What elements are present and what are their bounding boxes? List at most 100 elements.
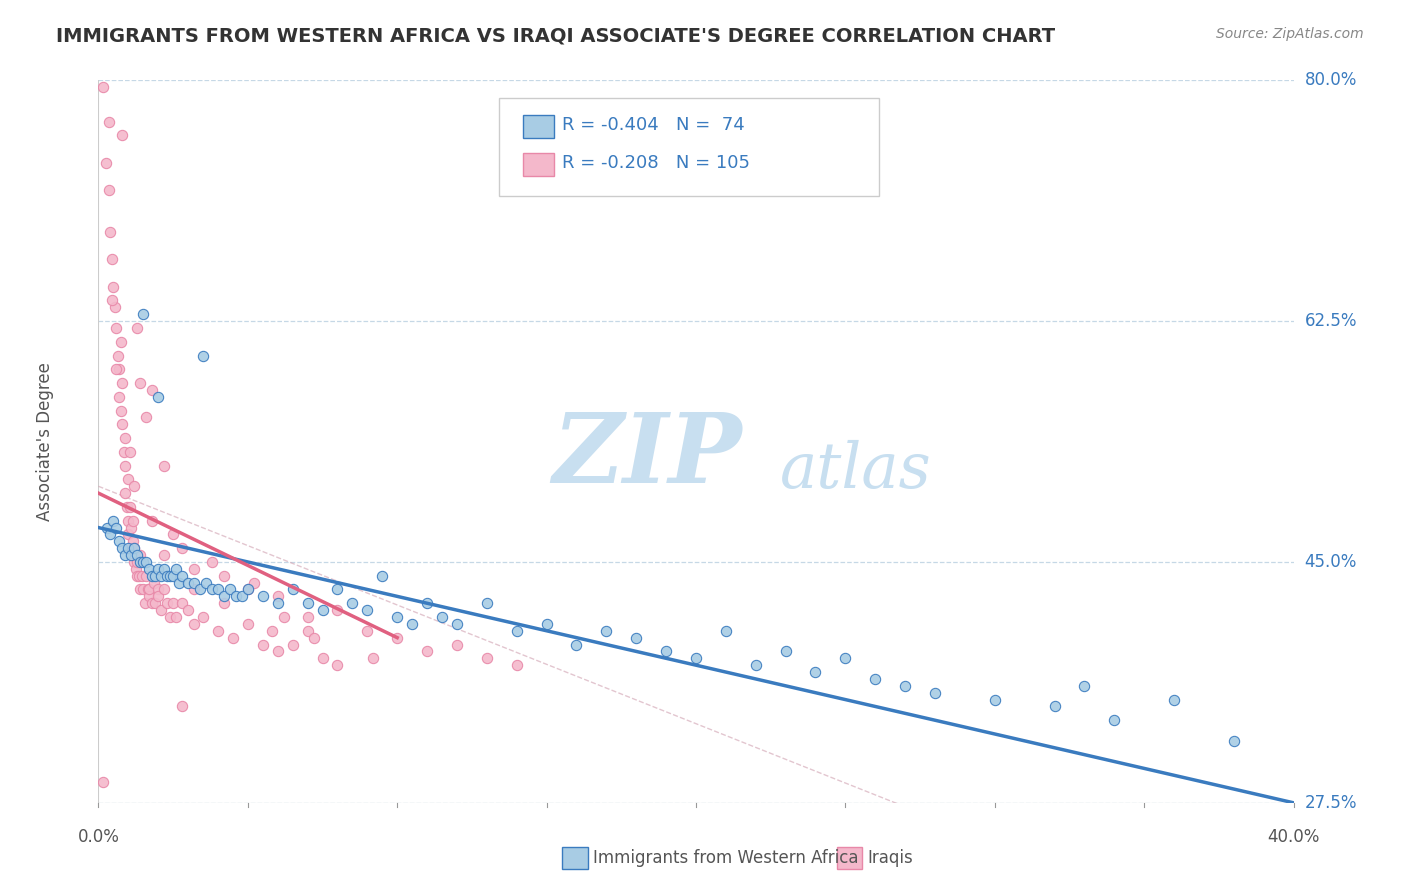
Point <box>212 590 235 604</box>
Point <box>183 562 205 576</box>
Point <box>714 624 737 638</box>
Point <box>626 631 648 645</box>
Point <box>865 672 887 686</box>
Point <box>114 486 136 500</box>
Point <box>118 500 141 514</box>
Point <box>260 624 283 638</box>
Point <box>212 568 235 582</box>
Point <box>475 596 498 610</box>
Point <box>108 534 131 549</box>
Point <box>105 321 128 335</box>
Text: 45.0%: 45.0% <box>1305 553 1357 571</box>
Point <box>172 568 194 582</box>
Point <box>165 610 187 624</box>
Point <box>311 603 333 617</box>
Point <box>136 582 159 597</box>
Point <box>105 362 128 376</box>
Point <box>112 445 135 459</box>
Text: 80.0%: 80.0% <box>1305 71 1357 89</box>
Point <box>127 568 149 582</box>
Point <box>94 156 117 170</box>
Point <box>91 80 114 95</box>
Point <box>101 293 124 308</box>
Point <box>153 458 176 473</box>
Point <box>655 644 678 658</box>
Point <box>363 651 385 665</box>
Text: 0.0%: 0.0% <box>77 828 120 846</box>
Point <box>141 514 163 528</box>
Point <box>111 128 134 143</box>
Point <box>177 603 200 617</box>
Point <box>201 582 224 597</box>
Point <box>1104 713 1126 727</box>
Point <box>834 651 856 665</box>
Point <box>110 403 132 417</box>
Point <box>96 520 118 534</box>
Point <box>167 575 190 590</box>
Point <box>150 568 173 582</box>
Point <box>156 568 179 582</box>
Point <box>114 458 136 473</box>
Point <box>201 555 224 569</box>
Point <box>219 582 242 597</box>
Point <box>120 520 142 534</box>
Point <box>111 541 134 556</box>
Point <box>894 679 917 693</box>
Point <box>685 651 707 665</box>
Point <box>311 651 333 665</box>
Point <box>98 225 122 239</box>
Point <box>143 568 166 582</box>
Text: 62.5%: 62.5% <box>1305 312 1357 330</box>
Point <box>297 624 319 638</box>
Point <box>506 624 529 638</box>
Point <box>281 638 304 652</box>
Point <box>127 555 149 569</box>
Point <box>135 410 157 425</box>
Point <box>924 686 946 700</box>
Point <box>118 445 141 459</box>
Point <box>183 575 205 590</box>
Point <box>236 582 259 597</box>
Point <box>385 610 409 624</box>
Point <box>124 541 146 556</box>
Point <box>1223 734 1246 748</box>
Point <box>117 541 139 556</box>
Point <box>162 596 184 610</box>
Text: 40.0%: 40.0% <box>1267 828 1320 846</box>
Point <box>252 590 274 604</box>
Point <box>191 610 214 624</box>
Point <box>172 541 194 556</box>
Point <box>984 692 1007 706</box>
Point <box>153 548 176 562</box>
Point <box>111 417 134 432</box>
Point <box>153 562 176 576</box>
Point <box>297 596 319 610</box>
Point <box>129 548 152 562</box>
Point <box>267 590 290 604</box>
Point <box>114 548 136 562</box>
Point <box>132 307 155 321</box>
Point <box>124 479 146 493</box>
Point <box>430 610 453 624</box>
Point <box>446 616 468 631</box>
Point <box>115 500 138 514</box>
Point <box>207 582 229 597</box>
Point <box>138 562 160 576</box>
Text: IMMIGRANTS FROM WESTERN AFRICA VS IRAQI ASSOCIATE'S DEGREE CORRELATION CHART: IMMIGRANTS FROM WESTERN AFRICA VS IRAQI … <box>56 27 1056 45</box>
Point <box>107 349 129 363</box>
Point <box>129 555 152 569</box>
Point <box>156 596 179 610</box>
Point <box>148 590 170 604</box>
Point <box>125 562 148 576</box>
Point <box>135 555 157 569</box>
Point <box>356 624 378 638</box>
Point <box>159 568 181 582</box>
Point <box>1043 699 1066 714</box>
Text: Source: ZipAtlas.com: Source: ZipAtlas.com <box>1216 27 1364 41</box>
Point <box>172 699 194 714</box>
Text: R = -0.404   N =  74: R = -0.404 N = 74 <box>562 116 745 134</box>
Point <box>105 520 128 534</box>
Point <box>132 555 155 569</box>
Point <box>108 362 131 376</box>
Point <box>595 624 617 638</box>
